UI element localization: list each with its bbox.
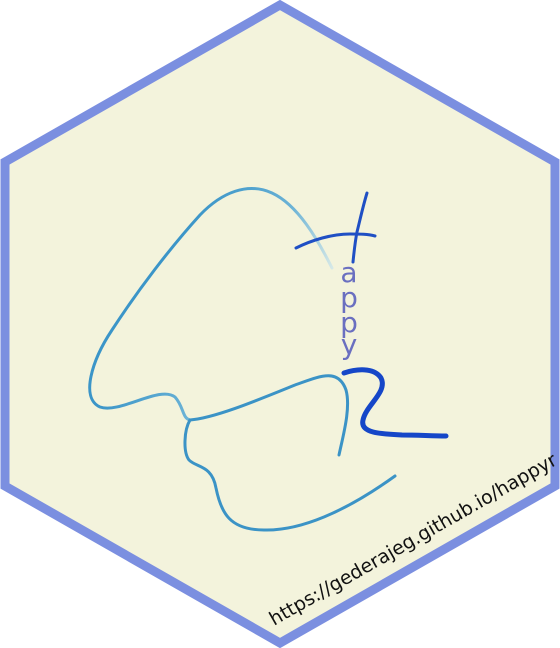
flowing-curve-upper	[88, 187, 334, 422]
letter-h-glyph	[351, 191, 369, 264]
letter-h-crossbar	[294, 232, 377, 250]
letter-p-first: p	[340, 281, 358, 314]
letter-y: y	[341, 328, 358, 361]
letter-r-glyph	[341, 367, 449, 439]
letter-p-second: p	[340, 306, 358, 339]
flowing-curve-middle	[188, 374, 350, 457]
flowing-curve-lower	[183, 418, 397, 532]
letter-a: a	[340, 256, 357, 289]
